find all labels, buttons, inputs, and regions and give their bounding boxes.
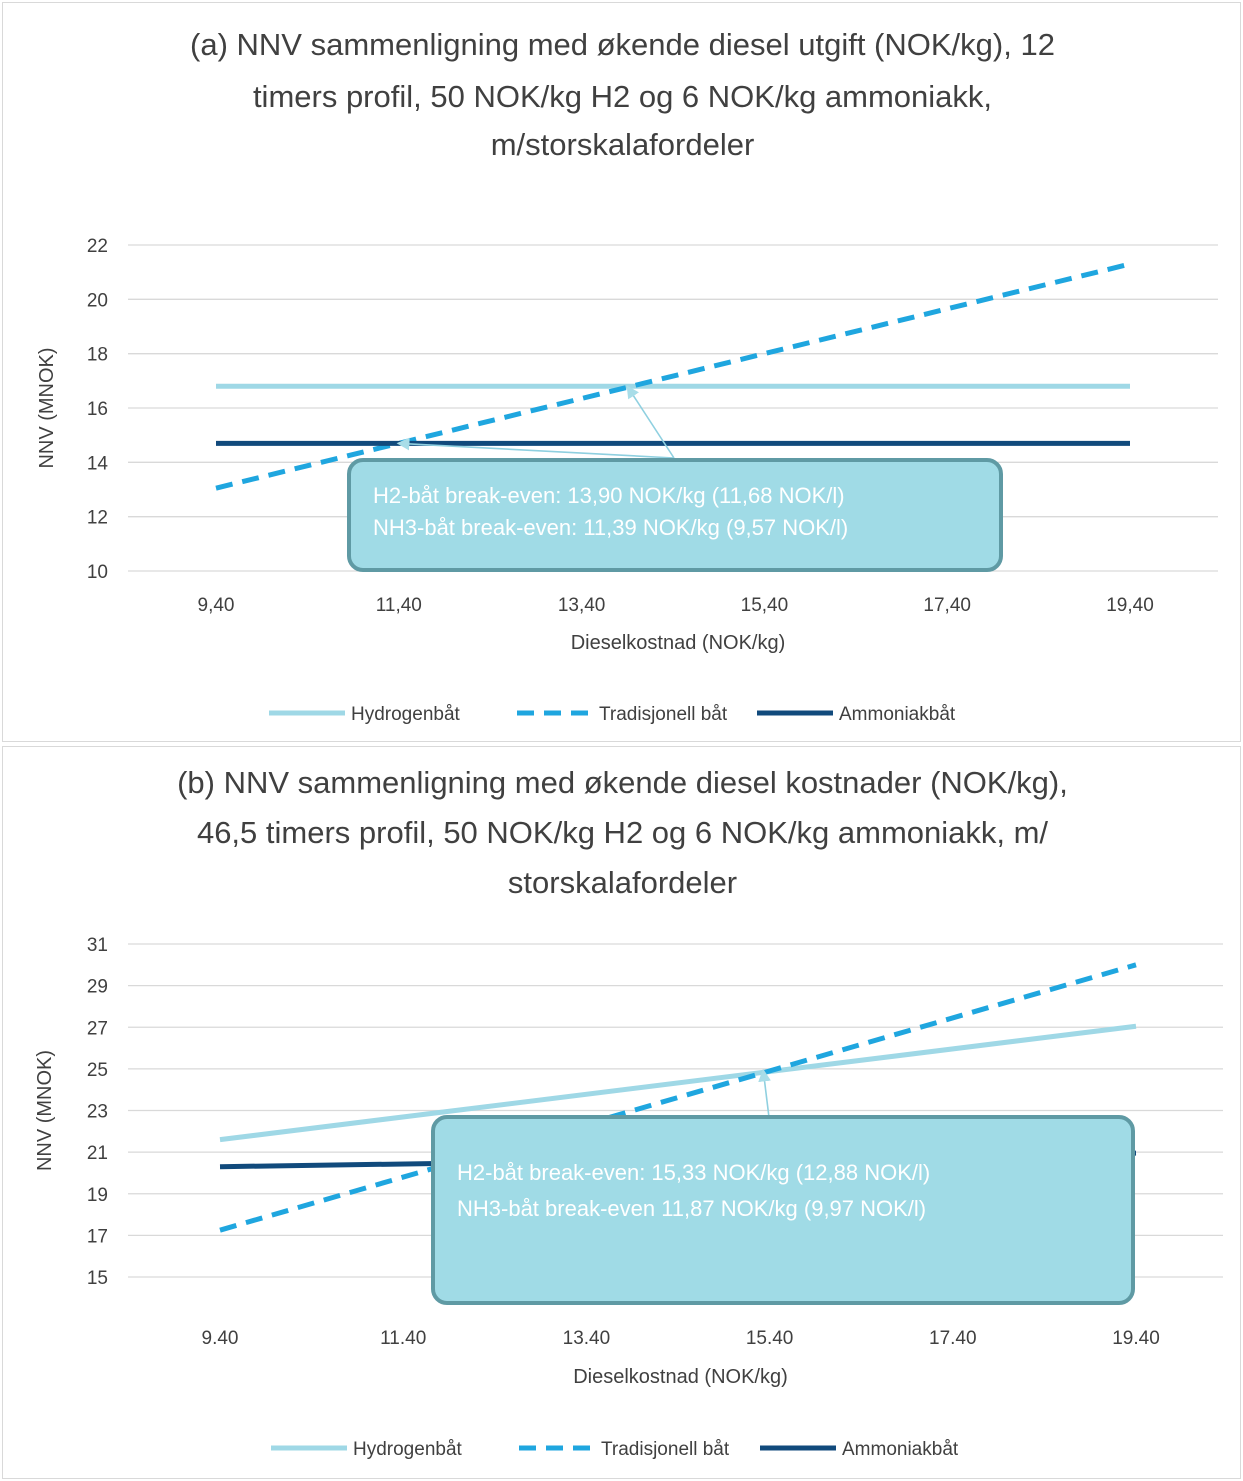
- x-tick-label: 15,40: [741, 595, 789, 616]
- legend-label: Ammoniakbåt: [842, 1439, 959, 1460]
- y-tick-label: 12: [87, 508, 108, 529]
- y-tick-label: 19: [87, 1185, 108, 1206]
- x-tick-label: 17.40: [929, 1328, 977, 1349]
- chart-b-svg: (b) NNV sammenligning med økende diesel …: [34, 765, 1223, 1460]
- x-tick-label: 13,40: [558, 595, 606, 616]
- y-axis-label: NNV (MNOK): [34, 1050, 56, 1171]
- annotation-box: [431, 1115, 1135, 1305]
- y-tick-label: 16: [87, 399, 108, 420]
- y-tick-label: 14: [87, 453, 109, 474]
- y-tick-label: 18: [87, 345, 108, 366]
- x-tick-label: 19.40: [1112, 1328, 1160, 1349]
- y-axis-label: NNV (MNOK): [36, 347, 58, 468]
- y-tick-label: 20: [87, 290, 108, 311]
- y-tick-label: 25: [87, 1060, 108, 1081]
- x-tick-label: 13.40: [563, 1328, 611, 1349]
- y-tick-label: 27: [87, 1018, 108, 1039]
- chart-title-line: m/storskalafordeler: [491, 127, 755, 162]
- annotation-text: H2-båt break-even: 15,33 NOK/kg (12,88 N…: [457, 1160, 930, 1185]
- series-line-tradisjonell-b-t: [215, 261, 1131, 491]
- legend-label: Ammoniakbåt: [839, 704, 956, 725]
- x-tick-label: 11.40: [380, 1328, 426, 1349]
- series-line-hydrogenb-t: [219, 1023, 1137, 1143]
- annotation-box: [347, 458, 1003, 572]
- chart-title-line: (b) NNV sammenligning med økende diesel …: [177, 765, 1068, 800]
- chart-a-svg: (a) NNV sammenligning med økende diesel …: [36, 27, 1218, 725]
- x-tick-label: 17,40: [923, 595, 971, 616]
- chart-panel-a: (a) NNV sammenligning med økende diesel …: [2, 2, 1241, 742]
- y-tick-label: 22: [87, 236, 108, 257]
- legend-label: Tradisjonell båt: [601, 1439, 730, 1460]
- y-tick-label: 17: [87, 1226, 108, 1247]
- x-tick-label: 19,40: [1106, 595, 1154, 616]
- chart-title-line: storskalafordeler: [508, 865, 737, 900]
- y-tick-label: 10: [87, 562, 108, 583]
- annotation-arrow: [396, 437, 675, 459]
- chart-panel-b: (b) NNV sammenligning med økende diesel …: [2, 746, 1241, 1479]
- annotation-text: H2-båt break-even: 13,90 NOK/kg (11,68 N…: [373, 483, 845, 508]
- x-axis-label: Dieselkostnad (NOK/kg): [573, 1366, 788, 1388]
- y-tick-label: 23: [87, 1102, 108, 1123]
- legend-label: Hydrogenbåt: [353, 1439, 463, 1460]
- annotation-text: NH3-båt break-even: 11,39 NOK/kg (9,57 N…: [373, 515, 848, 540]
- y-tick-label: 31: [87, 935, 108, 956]
- x-tick-label: 11,40: [376, 595, 422, 616]
- chart-title-line: timers profil, 50 NOK/kg H2 og 6 NOK/kg …: [253, 79, 992, 114]
- annotation-arrow: [626, 385, 675, 459]
- chart-title-line: 46,5 timers profil, 50 NOK/kg H2 og 6 NO…: [197, 815, 1048, 850]
- y-tick-label: 15: [87, 1268, 108, 1289]
- legend-label: Hydrogenbåt: [351, 704, 461, 725]
- annotation-text: NH3-båt break-even 11,87 NOK/kg (9,97 NO…: [457, 1196, 926, 1221]
- x-tick-label: 9,40: [198, 595, 235, 616]
- y-tick-label: 21: [87, 1143, 108, 1164]
- series-line-tradisjonell-b-t: [219, 962, 1137, 1233]
- chart-title-line: (a) NNV sammenligning med økende diesel …: [190, 27, 1055, 62]
- x-tick-label: 9.40: [202, 1328, 239, 1349]
- x-tick-label: 15.40: [746, 1328, 794, 1349]
- legend-label: Tradisjonell båt: [599, 704, 728, 725]
- y-tick-label: 29: [87, 977, 108, 998]
- x-axis-label: Dieselkostnad (NOK/kg): [571, 632, 786, 654]
